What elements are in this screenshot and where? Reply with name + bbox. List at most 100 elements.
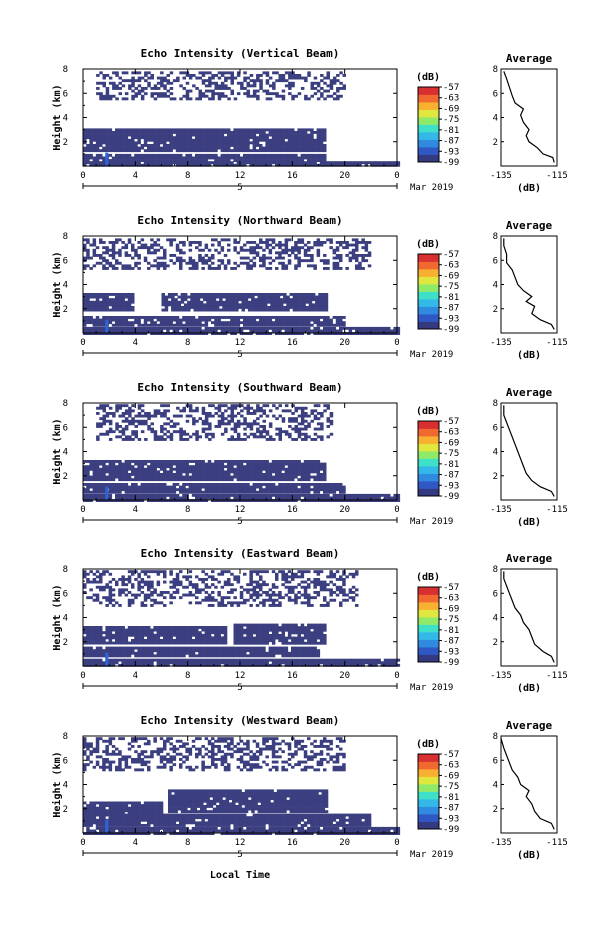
- echo-cell-band-2: [195, 473, 199, 476]
- echo-cell-band-2: [95, 295, 100, 299]
- echo-cell-band-2: [319, 138, 324, 142]
- echo-cell-band-2: [188, 467, 193, 471]
- echo-cell-band-3: [102, 94, 106, 98]
- echo-cell-band-3: [318, 306, 322, 309]
- echo-cell-band-2: [217, 462, 221, 466]
- echo-cell-band-4: [281, 251, 285, 255]
- echo-cell-band-2: [195, 146, 199, 150]
- echo-cell-band-0: [259, 163, 263, 167]
- echo-cell-band-2: [89, 136, 93, 140]
- echo-cell-band-0: [159, 496, 164, 500]
- echo-cell-band-0: [361, 332, 365, 335]
- echo-cell-band-4: [86, 238, 90, 242]
- day-label: 5: [237, 183, 242, 193]
- echo-cell-band-1: [214, 490, 218, 494]
- echo-cell-band-0: [300, 499, 305, 502]
- echo-cell-band-3: [182, 438, 186, 441]
- echo-cell-band-1: [230, 318, 234, 322]
- echo-cell-band-3: [195, 97, 199, 101]
- echo-cell-band-1: [188, 483, 193, 486]
- echo-cell-band-0: [281, 496, 285, 500]
- echo-cell-band-0: [380, 499, 385, 502]
- echo-cell-band-1: [166, 490, 170, 494]
- echo-cell-band-3: [171, 293, 175, 296]
- echo-cell-band-4: [105, 248, 109, 252]
- echo-cell-band-2: [265, 133, 269, 137]
- echo-cell-band-3: [270, 308, 274, 312]
- echo-cell-band-0: [127, 326, 132, 330]
- echo-cell-band-2: [307, 462, 311, 466]
- echo-cell-band-3: [204, 79, 209, 83]
- echo-cell-band-0: [217, 499, 221, 502]
- echo-cell-band-3: [99, 425, 103, 428]
- echo-cell-band-3: [225, 295, 229, 299]
- echo-cell-band-0: [108, 499, 113, 502]
- echo-cell-band-1: [204, 316, 209, 319]
- echo-cell-band-0: [166, 163, 170, 167]
- echo-cell-band-2: [95, 298, 100, 302]
- echo-cell-band-3: [231, 303, 236, 307]
- echo-cell-band-2: [220, 144, 225, 147]
- echo-cell-band-3: [283, 295, 287, 299]
- echo-cell-band-2: [249, 478, 253, 482]
- echo-cell-band-0: [92, 496, 97, 500]
- echo-cell-band-3: [188, 89, 193, 93]
- echo-cell-band-2: [169, 470, 173, 474]
- echo-cell-band-3: [281, 76, 286, 80]
- echo-cell-band-2: [243, 141, 247, 145]
- echo-cell-band-1: [323, 156, 327, 160]
- echo-cell-band-2: [86, 293, 90, 296]
- echo-cell-band-3: [176, 79, 180, 83]
- echo-cell-band-2: [115, 470, 119, 474]
- echo-cell-band-1: [284, 485, 289, 489]
- echo-cell-band-2: [118, 293, 122, 296]
- colorbar-unit: (dB): [416, 239, 440, 250]
- colorbar-tick-label: -81: [443, 293, 459, 303]
- echo-cell-band-4: [131, 248, 135, 252]
- echo-cell-band-2: [239, 146, 244, 150]
- echo-cell-band-2: [278, 138, 282, 142]
- echo-cell-band-3: [137, 412, 142, 415]
- echo-cell-band-3: [294, 74, 298, 77]
- echo-cell-band-2: [278, 462, 282, 466]
- echo-cell-band-1: [102, 483, 106, 486]
- echo-cell-band-3: [124, 427, 129, 431]
- echo-cell-band-1: [281, 153, 285, 157]
- echo-cell-band-1: [275, 159, 279, 162]
- echo-cell-band-2: [83, 478, 87, 482]
- echo-cell-band-3: [284, 84, 289, 88]
- echo-cell-band-0: [102, 329, 106, 333]
- echo-cell-band-1: [220, 488, 225, 492]
- echo-cell-band-0: [102, 326, 106, 330]
- y-axis-label: Height (km): [51, 251, 63, 317]
- echo-cell-band-0: [246, 499, 250, 502]
- echo-cell-band-1: [316, 316, 321, 319]
- echo-cell-band-4: [329, 238, 333, 242]
- echo-cell-band-3: [263, 306, 268, 309]
- echo-cell-band-1: [204, 483, 209, 486]
- echo-cell-band-0: [140, 332, 145, 335]
- echo-cell-band-3: [257, 300, 261, 304]
- echo-cell-band-1: [239, 156, 244, 160]
- echo-cell-band-3: [153, 87, 158, 90]
- echo-cell-band-2: [281, 128, 285, 132]
- echo-cell-band-0: [121, 663, 125, 667]
- echo-cell-band-4: [335, 241, 340, 244]
- echo-cell-band-3: [281, 417, 286, 421]
- echo-cell-band-1: [329, 488, 333, 492]
- echo-cell-band-3: [304, 76, 308, 80]
- echo-cell-band-1: [147, 323, 151, 327]
- echo-cell-band-2: [204, 478, 209, 482]
- echo-cell-band-1: [307, 153, 311, 157]
- echo-cell-band-2: [134, 478, 138, 482]
- echo-cell-band-3: [160, 425, 164, 428]
- echo-cell-band-3: [201, 406, 206, 410]
- echo-cell-band-2: [214, 138, 218, 142]
- echo-cell-band-2: [243, 128, 247, 132]
- echo-cell-band-2: [207, 131, 212, 134]
- echo-cell-band-4: [297, 264, 301, 268]
- echo-cell-band-4: [259, 259, 263, 263]
- echo-cell-band-3: [171, 308, 175, 312]
- echo-cell-band-2: [310, 131, 314, 134]
- echo-cell-band-4: [182, 241, 186, 244]
